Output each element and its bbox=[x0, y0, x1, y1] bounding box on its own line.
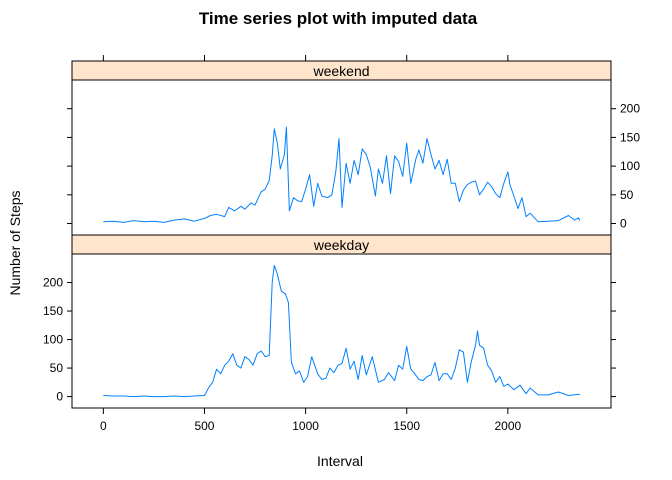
panel-weekend: weekend bbox=[71, 60, 612, 236]
x-tick-label-2000: 2000 bbox=[495, 419, 522, 433]
strip-label-weekday: weekday bbox=[313, 237, 369, 253]
y-tick-label-weekend-50: 50 bbox=[620, 188, 634, 202]
x-tick-label-1500: 1500 bbox=[393, 419, 420, 433]
y-tick-label-weekend-0: 0 bbox=[620, 217, 627, 231]
series-line-weekend bbox=[103, 126, 581, 223]
y-tick-label-weekday-0: 0 bbox=[56, 390, 63, 404]
y-tick-label-weekend-100: 100 bbox=[620, 159, 640, 173]
panel-frame-weekday bbox=[71, 253, 612, 409]
x-tick-label-500: 500 bbox=[194, 419, 214, 433]
panels-layer: weekend weekday bbox=[71, 60, 612, 409]
y-tick-label-weekday-100: 100 bbox=[43, 333, 63, 347]
y-tick-label-weekday-200: 200 bbox=[43, 276, 63, 290]
panel-weekday: weekday bbox=[71, 234, 612, 409]
x-axis-title: Interval bbox=[317, 453, 363, 469]
chart-title: Time series plot with imputed data bbox=[199, 9, 478, 28]
y-axis-title: Number of Steps bbox=[7, 190, 23, 295]
series-line-weekday bbox=[103, 264, 580, 398]
x-tick-label-0: 0 bbox=[100, 419, 107, 433]
x-tick-label-1000: 1000 bbox=[292, 419, 319, 433]
y-tick-label-weekday-150: 150 bbox=[43, 304, 63, 318]
y-tick-label-weekend-200: 200 bbox=[620, 102, 640, 116]
strip-label-weekend: weekend bbox=[312, 63, 369, 79]
panel-frame-weekend bbox=[71, 79, 612, 236]
y-tick-label-weekday-50: 50 bbox=[50, 361, 64, 375]
y-tick-label-weekend-150: 150 bbox=[620, 130, 640, 144]
